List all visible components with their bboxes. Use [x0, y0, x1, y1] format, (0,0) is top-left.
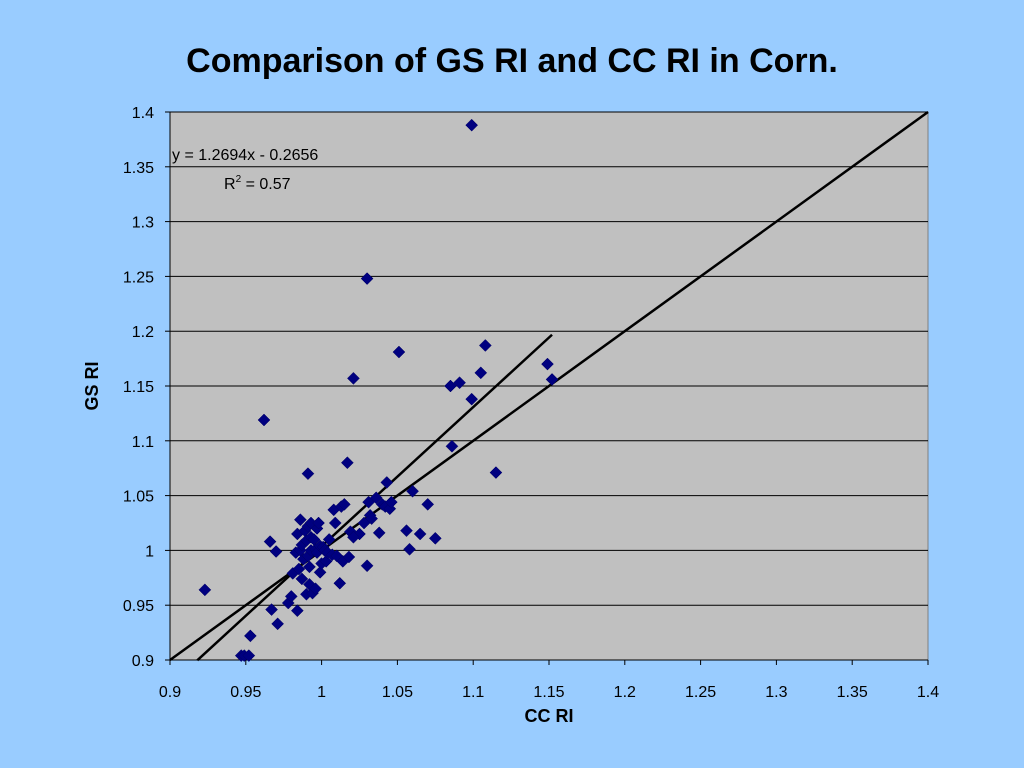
data-point	[290, 604, 304, 618]
y-tick-label: 1.15	[123, 379, 154, 396]
data-point	[342, 550, 356, 564]
data-point	[369, 491, 383, 505]
data-point	[312, 516, 325, 530]
x-axis-label: CC RI	[525, 706, 574, 726]
data-point	[400, 524, 413, 538]
data-point	[465, 392, 479, 406]
x-tick-label: 1.4	[917, 684, 939, 701]
data-point	[322, 533, 336, 546]
y-tick-label: 1.35	[123, 160, 154, 177]
data-point	[347, 530, 360, 544]
data-point	[265, 603, 278, 616]
data-point	[445, 439, 459, 453]
data-point	[474, 366, 488, 380]
data-point	[337, 498, 351, 511]
data-point	[301, 467, 315, 481]
y-tick-label: 1.4	[132, 105, 154, 122]
data-point	[541, 357, 554, 371]
data-point	[347, 371, 360, 385]
data-point	[406, 484, 419, 498]
axes	[165, 111, 929, 665]
y-tick-label: 1.2	[132, 324, 154, 341]
data-point	[271, 617, 284, 631]
data-point	[372, 526, 386, 540]
x-tick-label: 0.9	[159, 684, 181, 701]
r-squared-prefix: R	[224, 176, 236, 193]
data-point	[403, 542, 416, 556]
x-tick-labels: 0.9 0.95 1 1.05 1.1 1.15 1.2 1.25 1.3 1.35 1.4	[159, 684, 939, 701]
data-point	[198, 583, 212, 597]
data-point	[269, 545, 283, 558]
r-squared: R2 = 0.57	[224, 174, 291, 193]
data-point	[243, 629, 257, 643]
data-points	[198, 118, 559, 662]
data-point	[341, 456, 354, 470]
y-tick-label: 0.9	[132, 653, 154, 670]
data-point	[365, 512, 378, 525]
data-point	[257, 413, 271, 427]
data-point	[444, 379, 457, 393]
data-point	[413, 527, 427, 541]
y-tick-label: 1.3	[132, 215, 154, 232]
y-tick-label: 0.95	[123, 598, 154, 615]
data-point	[284, 590, 298, 603]
y-tick-label: 1.1	[132, 434, 154, 451]
x-tick-label: 1.2	[614, 684, 636, 701]
data-point	[242, 649, 256, 662]
data-point	[309, 582, 322, 596]
data-point	[428, 531, 442, 545]
data-point	[319, 555, 333, 568]
data-point	[294, 513, 307, 527]
y-tick-label: 1	[145, 543, 154, 560]
x-tick-label: 1.05	[382, 684, 413, 701]
data-point	[292, 562, 306, 576]
x-tick-label: 1	[317, 684, 326, 701]
y-tick-label: 1.05	[123, 489, 154, 506]
data-point	[263, 535, 277, 548]
x-tick-label: 1.3	[765, 684, 787, 701]
data-point	[545, 373, 559, 386]
gridlines	[170, 111, 928, 606]
data-point	[303, 560, 316, 574]
data-point	[333, 576, 347, 590]
x-tick-label: 1.25	[685, 684, 716, 701]
data-point	[465, 118, 479, 132]
y-axis-label: GS RI	[82, 361, 102, 410]
y-tick-labels: 0.9 0.95 1 1.05 1.1 1.15 1.2 1.25 1.3 1.35 1.4	[123, 105, 154, 670]
data-point	[295, 572, 309, 586]
data-point	[380, 476, 394, 489]
y-tick-label: 1.25	[123, 269, 154, 286]
r-squared-suffix: = 0.57	[241, 176, 290, 193]
data-point	[421, 498, 435, 511]
data-point	[328, 516, 342, 530]
data-point	[489, 466, 503, 479]
r-squared-superscript: 2	[236, 174, 242, 185]
data-point	[313, 565, 327, 579]
data-point	[453, 376, 466, 390]
x-tick-label: 1.1	[462, 684, 484, 701]
x-tick-label: 1.15	[533, 684, 564, 701]
x-tick-label: 0.95	[230, 684, 261, 701]
data-point	[360, 559, 374, 573]
regression-equation: y = 1.2694x - 0.2656	[172, 147, 318, 164]
chart-title: Comparison of GS RI and CC RI in Corn.	[186, 42, 838, 80]
data-point	[384, 495, 398, 509]
x-tick-label: 1.35	[837, 684, 868, 701]
data-point	[360, 272, 374, 285]
data-point	[392, 345, 406, 359]
data-point	[478, 339, 492, 352]
